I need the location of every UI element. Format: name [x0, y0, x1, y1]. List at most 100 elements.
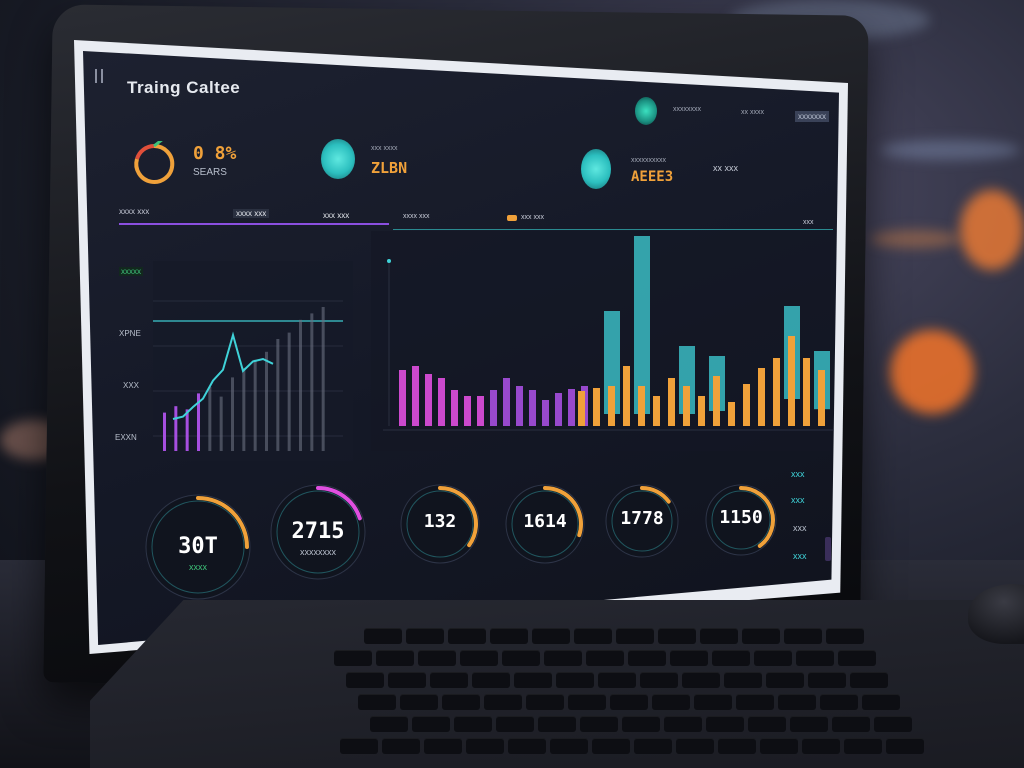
gauge-ring — [705, 484, 777, 556]
keyboard-key — [736, 694, 774, 710]
keyboard-key — [442, 694, 480, 710]
keyboard-key — [448, 628, 486, 644]
main-chart-axis-dot — [387, 259, 391, 263]
main-chart-orange-bar — [593, 388, 600, 426]
keyboard-key — [568, 694, 606, 710]
keyboard-key — [358, 694, 396, 710]
pie-chart-icon — [131, 137, 177, 192]
gauge[interactable]: 132 — [398, 479, 482, 569]
keyboard-key — [838, 650, 876, 666]
main-chart-orange-bar — [743, 384, 750, 426]
main-chart-orange-bar — [788, 336, 795, 426]
main-chart-orange-bar — [803, 358, 810, 426]
gauge-inner-ring — [276, 490, 360, 574]
tab-end[interactable]: xxx — [803, 219, 814, 226]
gauge-arc — [316, 486, 362, 521]
keyboard — [330, 628, 1024, 768]
gauge-ring — [505, 484, 585, 564]
keyboard-key — [778, 694, 816, 710]
gauge-value: 1778 — [620, 508, 664, 529]
gauge-inner-ring — [511, 490, 579, 558]
gauge-inner-ring — [406, 490, 474, 558]
keyboard-key — [526, 694, 564, 710]
tab-2[interactable]: xxxx xxx — [233, 209, 270, 218]
gauge[interactable]: 1614 — [503, 479, 587, 569]
keyboard-key — [460, 650, 498, 666]
tab-3[interactable]: xxx xxx — [323, 211, 350, 220]
left-chart-ylabel-1: XPNE — [119, 329, 141, 338]
left-chart-bar — [287, 332, 291, 451]
keyboard-key — [382, 738, 420, 754]
keyboard-key — [388, 672, 426, 688]
main-chart-purple-bar — [568, 389, 575, 426]
keyboard-key — [550, 738, 588, 754]
tab-badge-icon[interactable] — [507, 215, 517, 221]
keyboard-key — [742, 628, 780, 644]
gauge-label: xxxx — [189, 562, 207, 572]
gauge-inner-ring — [151, 500, 245, 594]
gauge-bg — [605, 484, 679, 558]
stat4-value: xx xxx — [713, 163, 739, 173]
main-chart-orange-bar — [623, 366, 630, 426]
keyboard-key — [496, 716, 534, 732]
keyboard-key — [502, 650, 540, 666]
menu-icon[interactable] — [95, 69, 103, 83]
top-right-badge[interactable]: xxxxxxx — [795, 111, 829, 122]
stat2-dot-icon — [321, 139, 355, 179]
keyboard-key — [370, 716, 408, 732]
main-chart-purple-bar — [399, 370, 406, 426]
tab-4[interactable]: xxxx xxx — [403, 213, 430, 220]
left-chart-bar — [185, 409, 189, 451]
left-chart-bar — [265, 351, 268, 451]
keyboard-key — [802, 738, 840, 754]
left-chart-bar — [197, 393, 200, 451]
background-bokeh-5 — [880, 140, 1020, 160]
keyboard-key — [874, 716, 912, 732]
main-chart-purple-bar — [438, 378, 445, 426]
main-chart-orange-bar — [608, 386, 615, 426]
left-chart-bar — [163, 412, 166, 451]
gauge-value: 2715 — [291, 519, 345, 544]
keyboard-key — [832, 716, 870, 732]
gauge-arc — [739, 486, 775, 548]
gauge-ring — [400, 484, 480, 564]
keyboard-key — [766, 672, 804, 688]
keyboard-key — [346, 672, 384, 688]
gauge-arc — [543, 486, 583, 538]
keyboard-key — [784, 628, 822, 644]
keyboard-key — [616, 628, 654, 644]
keyboard-key — [532, 628, 570, 644]
keyboard-key — [796, 650, 834, 666]
tab-underline-purple — [119, 223, 389, 225]
keyboard-key — [340, 738, 378, 754]
keyboard-key — [334, 650, 372, 666]
keyboard-key — [598, 672, 636, 688]
tab-5[interactable]: xxx xxx — [521, 214, 544, 221]
gauge-value: 30T — [178, 534, 218, 559]
keyboard-key — [400, 694, 438, 710]
gauges-row: 30T xxxx 2715 xxxxxxxx 132 1614 1778 1150 — [133, 471, 783, 601]
gauge[interactable]: 2715 xxxxxxxx — [268, 479, 368, 585]
keyboard-key — [658, 628, 696, 644]
left-chart-bar — [174, 406, 178, 451]
gauge[interactable]: 30T xxxx — [143, 489, 253, 605]
left-chart-bar — [208, 387, 212, 451]
keyboard-key — [412, 716, 450, 732]
gauge[interactable]: 1150 — [703, 479, 779, 561]
side-stat-3: xxx — [793, 523, 807, 533]
tab-1[interactable]: xxxx xxx — [119, 207, 150, 216]
main-chart-orange-bar — [668, 378, 675, 426]
keyboard-key — [424, 738, 462, 754]
keyboard-key — [622, 716, 660, 732]
status-dot-icon[interactable] — [635, 97, 657, 125]
left-chart-bar — [321, 307, 325, 451]
scrollbar[interactable] — [825, 537, 831, 561]
keyboard-key — [706, 716, 744, 732]
left-chart-bar — [231, 377, 234, 451]
keyboard-key — [556, 672, 594, 688]
mouse — [968, 584, 1024, 644]
keyboard-key — [712, 650, 750, 666]
main-chart-purple-bar — [477, 396, 484, 426]
main-chart-orange-bar — [758, 368, 765, 426]
gauge[interactable]: 1778 — [603, 479, 681, 563]
